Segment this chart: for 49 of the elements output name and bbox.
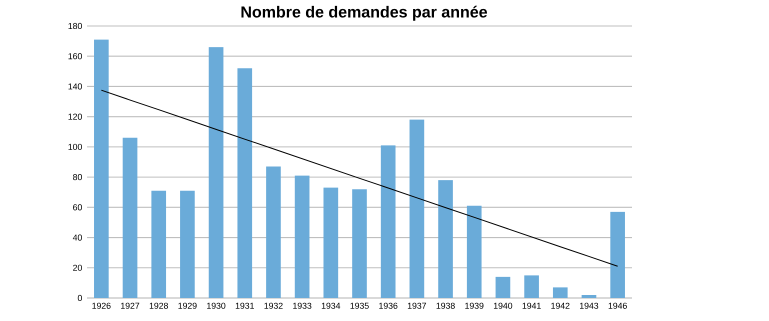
x-tick-label: 1942 bbox=[551, 302, 570, 309]
bar bbox=[496, 276, 510, 298]
x-tick-label: 1943 bbox=[580, 302, 598, 309]
x-tick-label: 1946 bbox=[608, 302, 627, 309]
bar bbox=[582, 294, 596, 298]
bar bbox=[410, 120, 424, 298]
y-tick-label: 80 bbox=[73, 174, 82, 180]
bar bbox=[466, 206, 482, 298]
y-tick-label: 0 bbox=[78, 294, 82, 302]
y-tick-label: 180 bbox=[68, 22, 82, 30]
y-tick-label: 20 bbox=[73, 264, 82, 271]
bar bbox=[180, 190, 195, 298]
x-tick-label: 1936 bbox=[379, 302, 398, 309]
y-tick-label: 120 bbox=[68, 114, 82, 120]
x-tick-label: 1927 bbox=[121, 302, 140, 309]
x-tick-label: 1939 bbox=[465, 302, 484, 309]
bar bbox=[208, 47, 224, 298]
chart-title: Nombre de demandes par année bbox=[241, 6, 488, 21]
bar bbox=[294, 176, 310, 298]
y-tick-label: 140 bbox=[68, 83, 82, 90]
y-tick-label: 40 bbox=[72, 234, 82, 241]
bar bbox=[237, 68, 252, 298]
x-tick-label: 1929 bbox=[178, 302, 197, 309]
bar bbox=[524, 275, 539, 298]
bar bbox=[323, 188, 338, 298]
bar bbox=[552, 287, 568, 298]
x-tick-label: 1930 bbox=[207, 302, 226, 309]
x-tick-label: 1940 bbox=[494, 302, 512, 309]
bar bbox=[610, 212, 625, 298]
y-tick-label: 60 bbox=[73, 204, 82, 210]
x-tick-label: 1941 bbox=[522, 302, 541, 309]
x-tick-label: 1938 bbox=[436, 302, 455, 309]
y-tick-label: 160 bbox=[68, 53, 82, 60]
x-tick-label: 1926 bbox=[92, 302, 111, 309]
bar bbox=[352, 189, 367, 298]
x-tick-label: 1931 bbox=[236, 302, 254, 309]
bar bbox=[266, 166, 281, 298]
bar bbox=[122, 138, 138, 298]
bar bbox=[151, 190, 166, 298]
x-tick-label: 1928 bbox=[150, 302, 168, 309]
bar bbox=[94, 40, 109, 298]
x-tick-label: 1934 bbox=[322, 302, 340, 309]
x-tick-label: 1932 bbox=[264, 302, 283, 309]
x-tick-label: 1935 bbox=[350, 302, 369, 309]
x-tick-label: 1937 bbox=[408, 302, 426, 309]
bar bbox=[438, 180, 453, 298]
y-tick-label: 100 bbox=[68, 144, 82, 150]
bar bbox=[380, 145, 396, 298]
x-tick-label: 1933 bbox=[293, 302, 312, 309]
